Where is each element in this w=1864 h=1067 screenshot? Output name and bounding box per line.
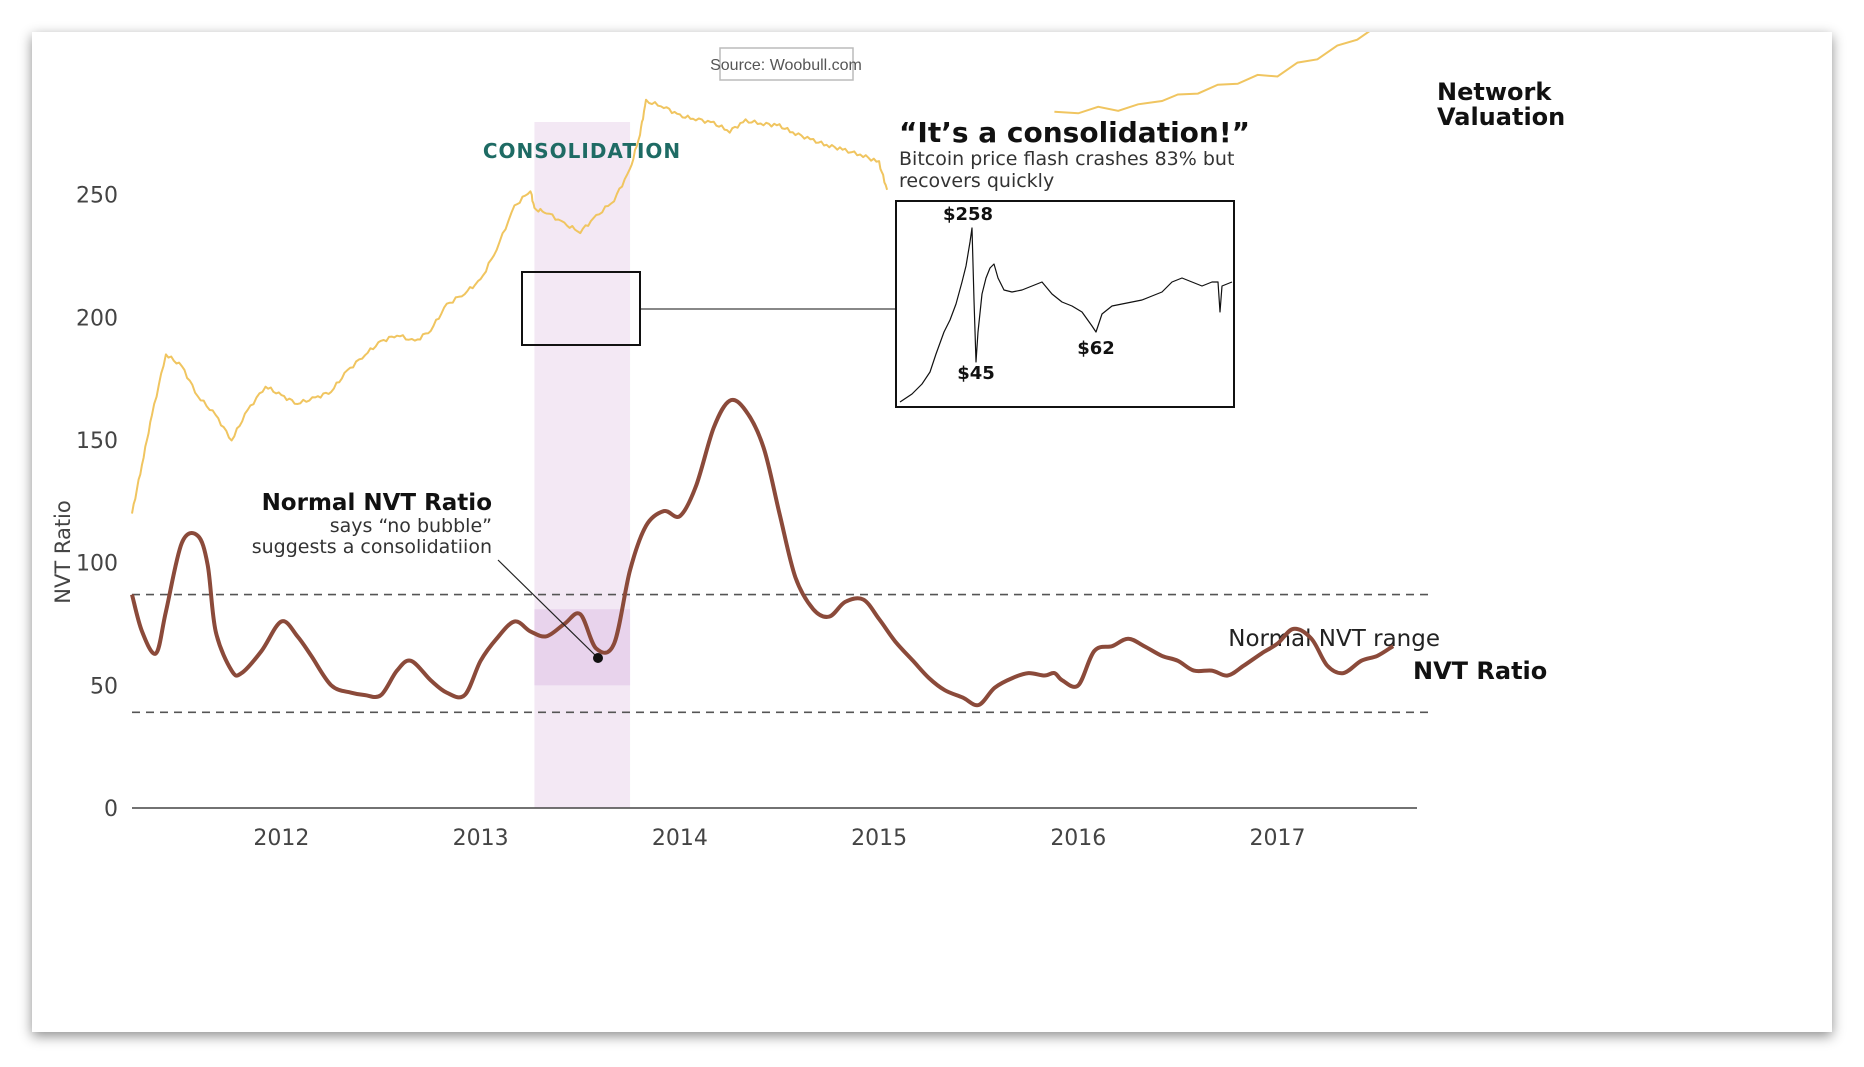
y-tick-label: 250 <box>76 184 118 209</box>
consolidation-band <box>534 122 631 808</box>
inset-box <box>895 200 1235 408</box>
inset-later-low-label: $62 <box>1077 338 1115 359</box>
y-tick-label: 50 <box>90 674 118 699</box>
network-valuation-label-line2: Valuation <box>1437 103 1565 131</box>
y-tick-label: 150 <box>76 429 118 454</box>
annotation-pointer-dot <box>593 653 603 663</box>
x-tick-label: 2016 <box>1050 826 1106 851</box>
chart-card: Source: Woobull.com CONSOLIDATION 0 50 100… <box>32 32 1832 1032</box>
y-tick-label: 0 <box>104 797 118 822</box>
callout-title: “It’s a consolidation!” <box>899 116 1250 149</box>
x-tick-label: 2015 <box>851 826 907 851</box>
annotation-pointer-line <box>497 559 597 657</box>
annotation-line2: suggests a consolidatiion <box>252 536 492 558</box>
callout-line1: Bitcoin price flash crashes 83% but <box>899 148 1234 170</box>
inset-price-line <box>899 227 1233 403</box>
network-valuation-label-line1: Network <box>1437 78 1552 106</box>
normal-range-label: Normal NVT range <box>1228 626 1440 652</box>
inset-high-label: $258 <box>943 204 993 225</box>
y-axis: 0 50 100 150 200 250 <box>76 184 118 822</box>
annotation-title: Normal NVT Ratio <box>262 490 492 516</box>
x-tick-label: 2017 <box>1250 826 1306 851</box>
callout-line2: recovers quickly <box>899 170 1054 192</box>
y-tick-label: 100 <box>76 552 118 577</box>
y-axis-title: NVT Ratio <box>51 500 75 604</box>
inset-price-chart <box>899 227 1233 403</box>
consolidation-label: CONSOLIDATION <box>483 139 681 163</box>
network-valuation-label: Network Valuation <box>1437 78 1565 131</box>
network-valuation-line-continued <box>1054 32 1371 115</box>
annotation-line1: says “no bubble” <box>330 515 492 537</box>
source-box <box>719 47 854 81</box>
x-tick-label: 2014 <box>652 826 708 851</box>
network-valuation-line <box>131 98 889 514</box>
source-label: Source: Woobull.com <box>710 57 862 74</box>
inset-low-label: $45 <box>957 363 995 384</box>
x-axis: 2012 2013 2014 2015 2016 2017 <box>253 826 1305 851</box>
x-tick-label: 2013 <box>453 826 509 851</box>
y-tick-label: 200 <box>76 306 118 331</box>
nvt-ratio-line <box>130 397 1395 708</box>
chart-svg: Source: Woobull.com CONSOLIDATION 0 50 100… <box>51 32 1565 851</box>
nvt-ratio-label: NVT Ratio <box>1413 657 1547 685</box>
x-tick-label: 2012 <box>253 826 309 851</box>
